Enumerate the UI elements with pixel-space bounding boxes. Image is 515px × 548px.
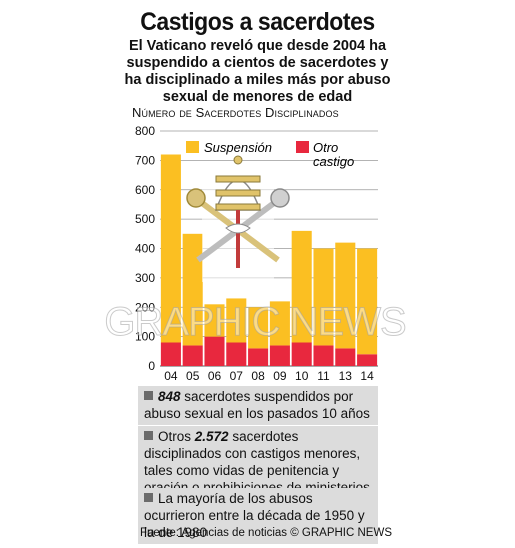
intro-text: El Vaticano reveló que desde 2004 ha sus…: [124, 38, 391, 105]
bar-suspension-10: [291, 230, 312, 343]
chart-subheading: Número de Sacerdotes Disciplinados: [132, 105, 339, 120]
x-tick-label: 10: [295, 369, 309, 383]
bar-other-10: [291, 342, 312, 366]
fact1-number: 848: [158, 389, 181, 404]
bar-other-11: [313, 345, 334, 366]
bullet-square-icon: [144, 431, 153, 440]
bullet-square-icon: [144, 493, 153, 502]
x-tick-label: 11: [317, 369, 330, 383]
x-tick-labels: 04 05 06 07 08 09 10 11 13 14: [164, 369, 374, 383]
y-tick-label: 700: [135, 153, 155, 167]
legend-label-suspension: Suspensión: [204, 140, 272, 155]
chart-title: Castigos a sacerdotes: [140, 8, 375, 36]
bars: [160, 154, 378, 366]
legend-swatch-other: [296, 141, 309, 153]
bar-suspension-08: [248, 307, 269, 349]
bullet-square-icon: [144, 391, 153, 400]
x-tick-label: 09: [273, 369, 287, 383]
x-tick-label: 05: [186, 369, 200, 383]
fact2-prefix: Otros: [158, 429, 195, 444]
bar-suspension-04: [160, 154, 181, 343]
bar-suspension-11: [313, 248, 334, 346]
x-tick-label: 08: [251, 369, 265, 383]
bar-suspension-09: [269, 301, 290, 346]
bar-other-13: [335, 348, 356, 366]
bar-other-14: [357, 354, 378, 366]
x-tick-label: 04: [164, 369, 178, 383]
bar-chart: 0 100 200 300 400 500 600 700 800 04 05 06 07 08 09 10…: [135, 124, 378, 383]
bar-suspension-07: [226, 298, 247, 343]
x-tick-label: 06: [208, 369, 222, 383]
fact3-text: La mayoría de los abusos ocurrieron entr…: [144, 491, 365, 540]
bar-suspension-06: [204, 304, 225, 337]
fact1-text: sacerdotes suspendidos por abuso sexual …: [144, 389, 370, 421]
x-tick-label: 07: [230, 369, 244, 383]
y-tick-label: 200: [135, 300, 155, 314]
bar-other-06: [204, 336, 225, 366]
fact-panel-3: La mayoría de los abusos ocurrieron entr…: [138, 488, 378, 544]
y-tick-label: 400: [135, 242, 155, 256]
y-tick-labels: 0 100 200 300 400 500 600 700 800: [135, 124, 155, 373]
y-tick-label: 0: [148, 359, 155, 373]
bar-other-08: [248, 348, 269, 366]
legend-swatch-suspension: [186, 141, 199, 153]
bar-other-04: [160, 342, 181, 366]
bar-suspension-14: [357, 248, 378, 355]
y-tick-label: 300: [135, 271, 155, 285]
y-tick-label: 100: [135, 330, 155, 344]
x-tick-label: 13: [339, 369, 353, 383]
fact2-number: 2.572: [194, 429, 229, 444]
legend: Suspensión Otro castigo: [186, 140, 354, 169]
fact-panel-1: 848 sacerdotes suspendidos por abuso sex…: [138, 386, 378, 425]
bar-suspension-13: [335, 242, 356, 349]
legend-label-other-2: castigo: [313, 154, 354, 169]
y-tick-label: 500: [135, 212, 155, 226]
source-credit: Fuente: Agencias de noticias © GRAPHIC N…: [140, 527, 392, 539]
x-tick-label: 14: [360, 369, 374, 383]
bar-other-07: [226, 342, 247, 366]
y-tick-label: 600: [135, 183, 155, 197]
y-tick-label: 800: [135, 124, 155, 138]
bar-suspension-05: [182, 233, 203, 346]
bar-other-09: [269, 345, 290, 366]
bar-other-05: [182, 345, 203, 366]
vatican-emblem-icon: [186, 155, 290, 282]
legend-label-other-1: Otro: [313, 140, 338, 155]
